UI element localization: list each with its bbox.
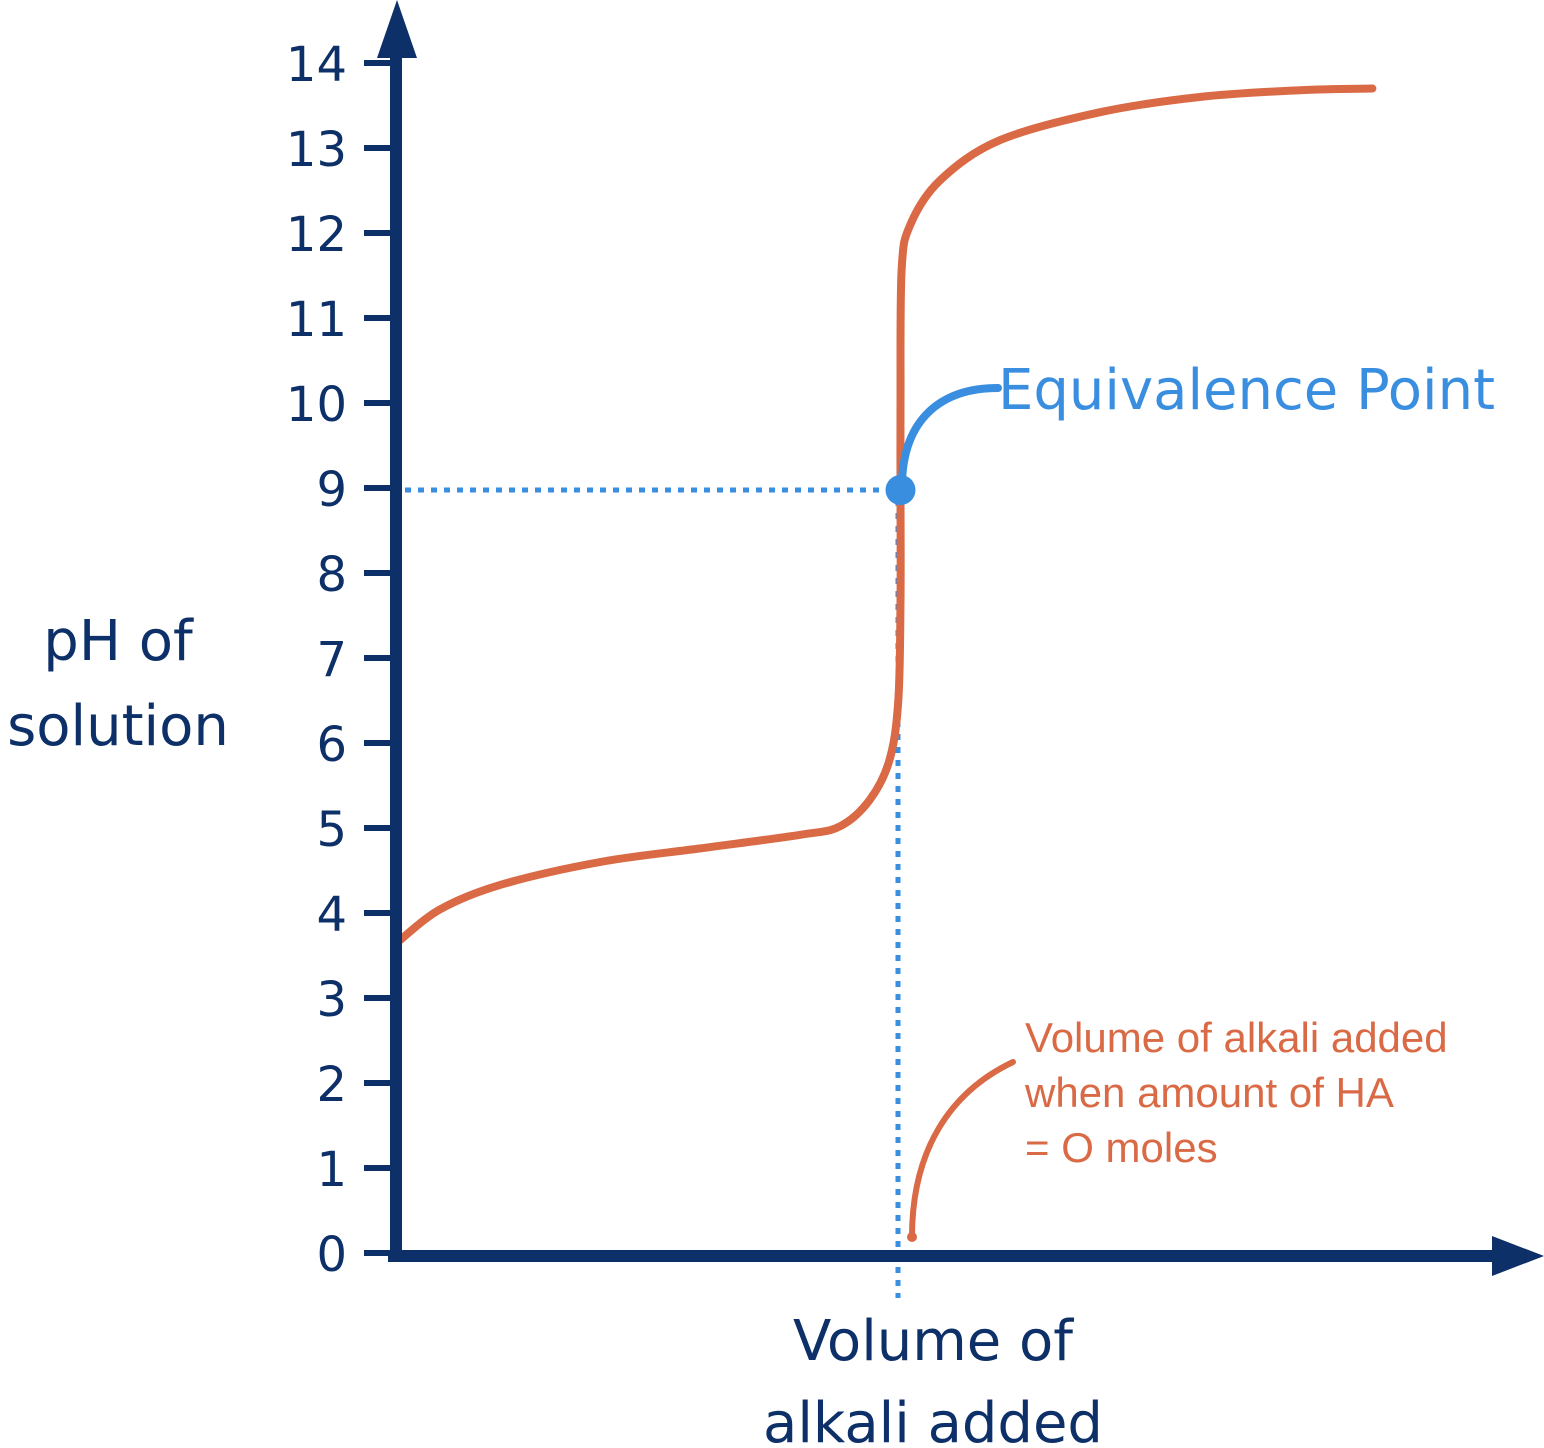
- y-tick-label: 3: [316, 972, 347, 1028]
- x-axis-arrow: [1492, 1236, 1544, 1276]
- y-tick-label: 0: [316, 1227, 347, 1283]
- equivalence-label: Equivalence Point: [998, 358, 1495, 423]
- y-tick-label: 1: [316, 1142, 347, 1198]
- y-axis-arrow: [377, 0, 417, 58]
- y-tick-label: 10: [286, 377, 347, 433]
- annotation-line-2: when amount of HA: [1024, 1069, 1394, 1116]
- x-axis-label-line-1: Volume of: [793, 1309, 1074, 1374]
- y-tick-label: 12: [286, 207, 347, 263]
- y-tick-label: 6: [316, 717, 347, 773]
- y-tick-label: 13: [286, 122, 347, 178]
- equivalence-point: [885, 475, 916, 505]
- y-tick-label: 5: [316, 802, 347, 858]
- y-tick-label: 7: [316, 632, 347, 688]
- y-tick-label: 14: [286, 37, 347, 93]
- y-tick-label: 2: [316, 1057, 347, 1113]
- y-tick-label: 11: [286, 292, 347, 348]
- y-tick-label: 4: [316, 887, 347, 943]
- x-axis-label-line-2: alkali added: [763, 1391, 1103, 1448]
- annotation-line-3: = O moles: [1025, 1124, 1218, 1171]
- y-tick-label: 9: [316, 462, 347, 518]
- y-axis-label-line-1: pH of: [43, 609, 194, 674]
- annotation-line-1: Volume of alkali added: [1025, 1014, 1448, 1061]
- equivalence-connector: [898, 384, 1002, 486]
- axes: [377, 0, 1544, 1276]
- titration-curve: [396, 84, 1377, 945]
- annotation-connector: [909, 1059, 1016, 1240]
- y-axis-label-line-2: solution: [7, 694, 229, 759]
- annotation-connector-end: [907, 1232, 917, 1242]
- y-tick-label: 8: [316, 547, 347, 603]
